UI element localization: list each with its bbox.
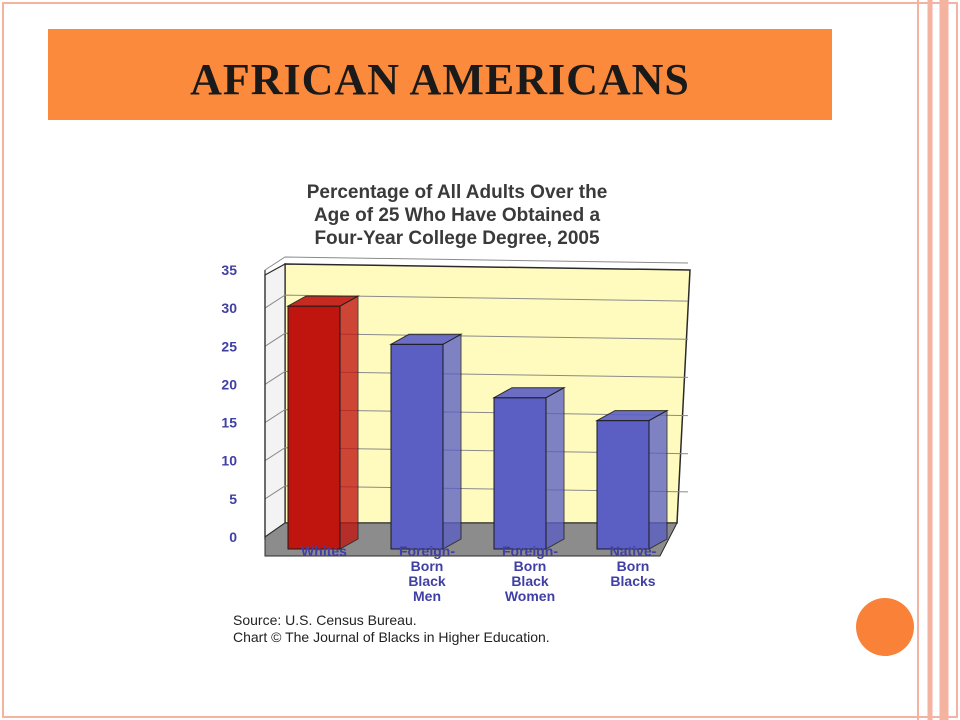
plot-side-wall <box>264 262 286 539</box>
chart-title: Percentage of All Adults Over the Age of… <box>222 181 692 250</box>
bar-front <box>493 397 547 550</box>
decorative-circle <box>856 598 914 656</box>
y-tick-label: 35 <box>221 262 237 278</box>
y-tick-label: 5 <box>229 491 237 507</box>
title-banner <box>48 29 832 120</box>
bar-top <box>595 410 669 422</box>
bar-side <box>648 409 668 550</box>
plot-floor <box>264 522 678 557</box>
gridline-20 <box>264 370 689 385</box>
bar-side <box>339 295 359 550</box>
y-tick-label: 0 <box>229 529 237 545</box>
chart-title-line-1: Percentage of All Adults Over the <box>306 182 608 203</box>
source-line-1: Source: U.S. Census Bureau. <box>233 612 417 628</box>
x-tick-label: Women <box>505 588 555 604</box>
source-line-2: Chart © The Journal of Blacks in Higher … <box>233 629 550 645</box>
bar <box>492 386 566 550</box>
x-tick-label: Black <box>511 573 549 589</box>
bar-side <box>442 333 462 550</box>
y-tick-label: 10 <box>221 453 237 469</box>
y-tick-label: 30 <box>221 300 237 316</box>
x-tick-label: Men <box>413 588 441 604</box>
x-tick-label: Foreign- <box>502 543 558 559</box>
y-tick-label: 25 <box>221 338 237 354</box>
bar-top <box>389 333 463 345</box>
chart-source: Source: U.S. Census Bureau. Chart © The … <box>233 612 550 646</box>
x-tick-label: Native- <box>610 543 657 559</box>
chart-title-line-3: Four-Year College Degree, 2005 <box>314 228 600 249</box>
y-tick-label: 20 <box>221 376 237 392</box>
bar-front <box>390 343 444 550</box>
x-tick-label: Blacks <box>610 573 655 589</box>
bar <box>286 295 360 550</box>
x-tick-label: Born <box>514 558 547 574</box>
gridline-25 <box>264 332 689 347</box>
y-tick-label: 15 <box>221 415 237 431</box>
x-tick-label: Foreign- <box>399 543 455 559</box>
bar-front <box>596 420 650 550</box>
slide-title: AFRICAN AMERICANS <box>190 55 690 104</box>
bar-front <box>287 305 341 550</box>
x-tick-label: Black <box>408 573 446 589</box>
x-tick-labels: Whites Foreign-BornBlackMenForeign-BornBl… <box>301 543 657 604</box>
x-tick-label: Born <box>411 558 444 574</box>
bars <box>286 295 669 550</box>
bar-top <box>492 387 566 399</box>
bar <box>389 333 463 550</box>
gridline-35 <box>264 256 689 271</box>
bar <box>595 409 669 550</box>
gridline-30 <box>264 294 689 309</box>
bar-top <box>286 295 360 307</box>
x-tick-label: Whites <box>301 543 347 559</box>
bar-side <box>545 386 565 550</box>
x-tick-label: Born <box>617 558 650 574</box>
chart-title-line-2: Age of 25 Who Have Obtained a <box>313 205 601 226</box>
y-tick-labels: 0 5 10 15 20 25 30 35 <box>221 262 237 545</box>
